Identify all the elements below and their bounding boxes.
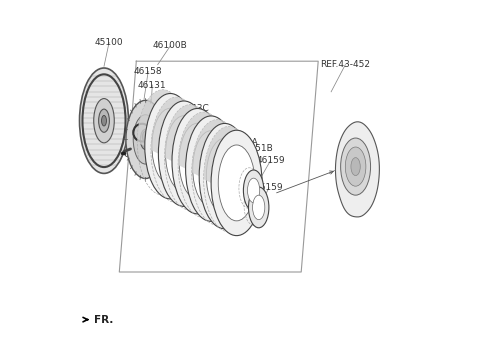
Ellipse shape (94, 99, 114, 143)
Ellipse shape (345, 147, 366, 186)
Text: 45643C: 45643C (174, 104, 209, 113)
Polygon shape (165, 105, 223, 161)
Ellipse shape (126, 100, 165, 178)
Ellipse shape (102, 115, 107, 126)
Ellipse shape (145, 94, 196, 199)
Polygon shape (137, 90, 196, 146)
Polygon shape (178, 112, 237, 169)
Text: 45651B: 45651B (239, 144, 274, 153)
Text: REF.43-452: REF.43-452 (321, 60, 371, 69)
Ellipse shape (341, 138, 371, 195)
Ellipse shape (133, 115, 158, 164)
Ellipse shape (249, 187, 269, 228)
Ellipse shape (218, 145, 255, 221)
Text: 1140GD: 1140GD (102, 150, 139, 159)
Text: 46159: 46159 (254, 183, 283, 192)
Ellipse shape (206, 138, 243, 214)
Text: 45527A: 45527A (168, 120, 203, 129)
Ellipse shape (144, 135, 147, 143)
Ellipse shape (158, 101, 209, 206)
Text: 46131: 46131 (138, 81, 167, 89)
Text: 45644: 45644 (191, 125, 219, 134)
Ellipse shape (143, 131, 150, 142)
Text: 45100: 45100 (95, 38, 123, 47)
Ellipse shape (186, 116, 237, 221)
Ellipse shape (152, 108, 189, 184)
Ellipse shape (166, 116, 202, 192)
Ellipse shape (144, 134, 148, 139)
Polygon shape (204, 126, 262, 183)
Ellipse shape (243, 170, 264, 211)
Ellipse shape (172, 108, 223, 214)
Ellipse shape (179, 123, 216, 199)
Ellipse shape (193, 131, 229, 207)
Text: 46159: 46159 (256, 156, 285, 165)
Ellipse shape (199, 123, 250, 229)
Text: FR.: FR. (95, 314, 114, 325)
Polygon shape (151, 97, 209, 154)
Ellipse shape (98, 109, 109, 132)
Text: 46158: 46158 (134, 67, 163, 76)
Text: 45577A: 45577A (223, 138, 258, 147)
Ellipse shape (252, 195, 265, 220)
Ellipse shape (80, 68, 129, 173)
Ellipse shape (140, 129, 151, 150)
Polygon shape (336, 122, 379, 217)
Text: 45681: 45681 (209, 132, 238, 140)
Text: 46100B: 46100B (153, 41, 188, 50)
Ellipse shape (351, 158, 360, 175)
Ellipse shape (248, 178, 260, 203)
Polygon shape (192, 120, 250, 176)
Ellipse shape (211, 130, 262, 236)
